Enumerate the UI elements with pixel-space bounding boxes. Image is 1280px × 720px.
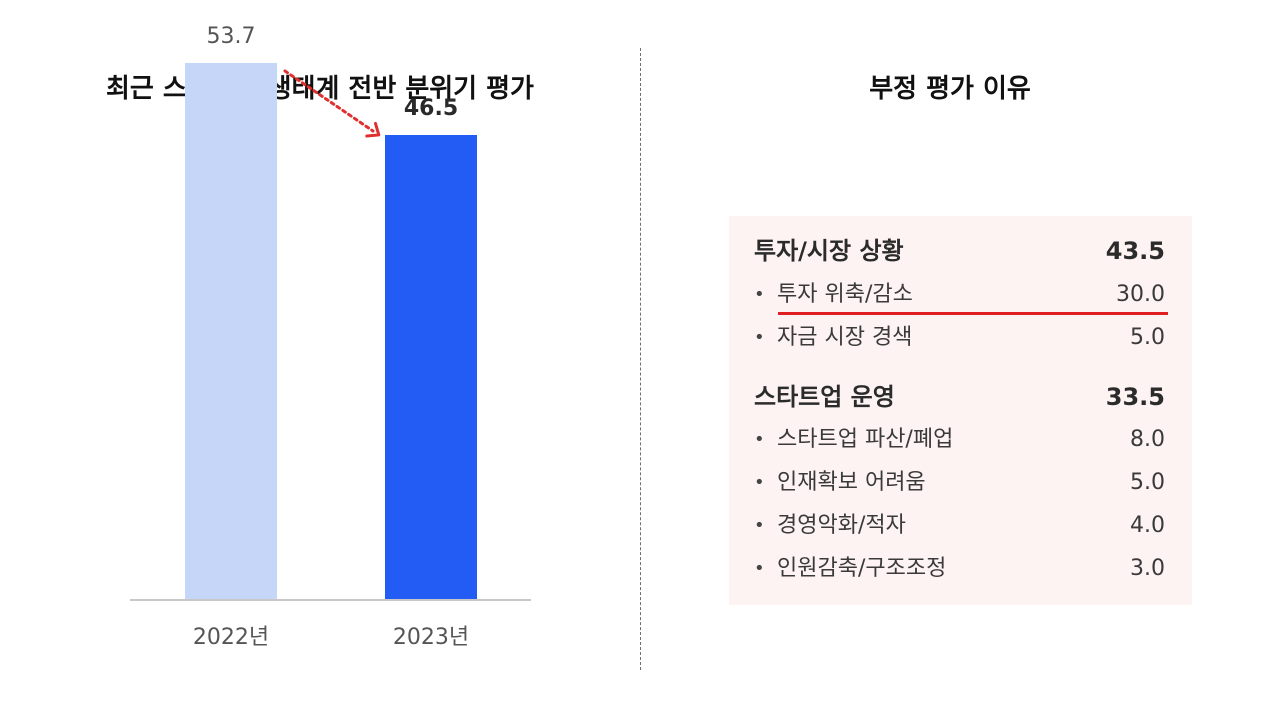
bullet-icon: • bbox=[754, 429, 765, 450]
reason-item-label: 자금 시장 경색 bbox=[777, 325, 913, 350]
reason-group-value: 43.5 bbox=[1105, 237, 1165, 265]
bar-value-label-2: 46.5 bbox=[404, 96, 458, 121]
reason-group-label: 스타트업 운영 bbox=[754, 383, 895, 411]
reason-item-row: • 스타트업 파산/폐업 8.0 bbox=[729, 423, 1192, 457]
reason-item-row: • 인원감축/구조조정 3.0 bbox=[729, 552, 1192, 586]
highlight-underline bbox=[778, 312, 1168, 315]
reason-item-row: • 투자 위축/감소 30.0 bbox=[729, 278, 1192, 312]
bar-chart: 53.7 2022년 46.5 2023년 bbox=[130, 24, 531, 650]
bar-1 bbox=[185, 63, 277, 600]
bullet-icon: • bbox=[754, 515, 765, 536]
bullet-icon: • bbox=[754, 558, 765, 579]
reason-group-label: 투자/시장 상황 bbox=[754, 237, 904, 265]
reasons-panel: 투자/시장 상황 43.5 • 투자 위축/감소 30.0 • 자금 시장 경색 5.0 스타트… bbox=[729, 216, 1192, 605]
bullet-icon: • bbox=[754, 327, 765, 348]
x-tick-label-2: 2023년 bbox=[393, 625, 469, 650]
reason-item-label: 스타트업 파산/폐업 bbox=[777, 427, 954, 452]
x-tick-label-1: 2022년 bbox=[193, 625, 269, 650]
panel-divider bbox=[640, 48, 641, 670]
reason-item-label: 경영악화/적자 bbox=[777, 513, 906, 538]
reason-item-value: 4.0 bbox=[1130, 513, 1165, 538]
reason-group-row: 스타트업 운영 33.5 bbox=[729, 380, 1192, 414]
trend-arrow-line bbox=[283, 69, 375, 133]
reason-item-value: 30.0 bbox=[1116, 282, 1165, 307]
reason-item-label: 투자 위축/감소 bbox=[777, 282, 913, 307]
bar-2 bbox=[385, 135, 477, 600]
reason-item-row: • 인재확보 어려움 5.0 bbox=[729, 466, 1192, 500]
reason-item-row: • 경영악화/적자 4.0 bbox=[729, 509, 1192, 543]
reason-group-row: 투자/시장 상황 43.5 bbox=[729, 234, 1192, 268]
reason-item-value: 3.0 bbox=[1130, 556, 1165, 581]
chart-title: 최근 스타트업 생태계 전반 분위기 평가 bbox=[106, 74, 534, 104]
reason-item-label: 인재확보 어려움 bbox=[777, 470, 926, 495]
reasons-title: 부정 평가 이유 bbox=[869, 74, 1031, 104]
reason-group-value: 33.5 bbox=[1105, 383, 1165, 411]
reason-item-value: 5.0 bbox=[1130, 470, 1165, 495]
bullet-icon: • bbox=[754, 472, 765, 493]
reason-item-label: 인원감축/구조조정 bbox=[777, 556, 947, 581]
bar-value-label-1: 53.7 bbox=[207, 24, 256, 49]
trend-arrow-head bbox=[365, 121, 381, 138]
reason-item-value: 8.0 bbox=[1130, 427, 1165, 452]
reason-item-row: • 자금 시장 경색 5.0 bbox=[729, 321, 1192, 355]
bullet-icon: • bbox=[754, 284, 765, 305]
reason-item-value: 5.0 bbox=[1130, 325, 1165, 350]
